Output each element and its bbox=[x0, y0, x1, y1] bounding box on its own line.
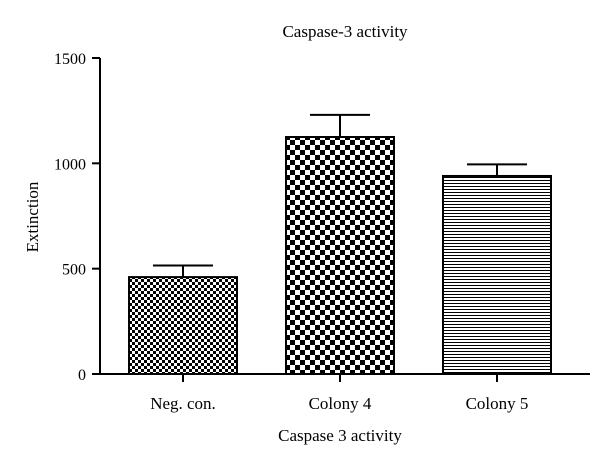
y-tick-label: 1500 bbox=[54, 51, 86, 68]
error-bars bbox=[153, 113, 527, 278]
category-label: Colony 5 bbox=[466, 394, 529, 413]
bar-neg-con bbox=[128, 276, 238, 375]
bar-colony-5 bbox=[442, 174, 552, 375]
x-axis bbox=[100, 373, 590, 382]
y-tick-label: 500 bbox=[62, 262, 86, 279]
chart-title: Caspase-3 activity bbox=[282, 22, 408, 41]
category-label: Colony 4 bbox=[309, 394, 372, 413]
y-tick-label: 1000 bbox=[54, 156, 86, 173]
bars bbox=[128, 136, 552, 375]
y-axis: 0 500 1000 1500 bbox=[54, 51, 101, 384]
error-bar bbox=[467, 163, 527, 176]
category-label: Neg. con. bbox=[150, 394, 216, 413]
error-bar bbox=[310, 113, 370, 137]
y-tick-label: 0 bbox=[78, 367, 86, 384]
bar-colony-4 bbox=[285, 136, 395, 375]
error-bar bbox=[153, 264, 213, 278]
x-axis-label: Caspase 3 activity bbox=[278, 426, 402, 445]
y-axis-label: Extinction bbox=[23, 181, 42, 252]
category-labels: Neg. con. Colony 4 Colony 5 bbox=[150, 394, 528, 413]
